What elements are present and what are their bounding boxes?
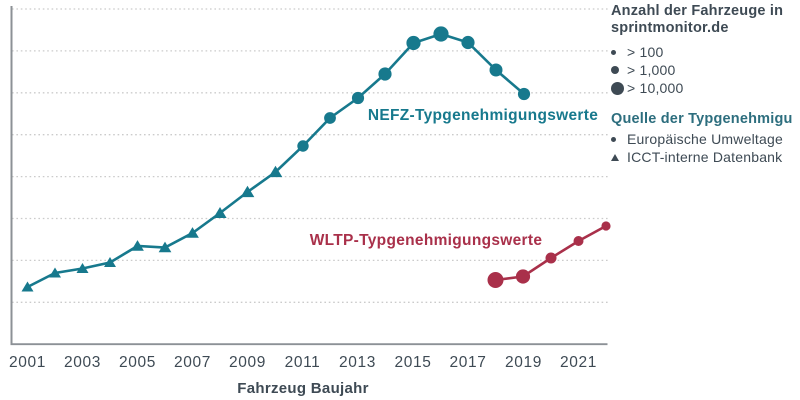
- source-triangle-icon: [611, 153, 619, 161]
- source-legend-item: Europäische Umweltage: [611, 130, 800, 148]
- x-tick-label: 2017: [449, 354, 487, 371]
- x-tick-label: 2013: [339, 354, 376, 371]
- x-tick-label: 2003: [64, 354, 101, 371]
- x-tick-label: 2021: [560, 354, 597, 371]
- size-dot-icon: [611, 81, 624, 95]
- source-legend-label: ICCT-interne Datenbank: [627, 149, 783, 165]
- x-tick-label: 2009: [229, 354, 266, 371]
- source-legend-item: ICCT-interne Datenbank: [611, 148, 800, 166]
- source-legend-label: Europäische Umweltage: [627, 131, 783, 147]
- vehicle-count-legend-title-line1: Anzahl der Fahrzeuge in: [611, 3, 784, 19]
- vehicle-count-legend-label: > 10,000: [627, 80, 684, 96]
- x-tick-label: 2015: [394, 354, 432, 371]
- wltp-series-label: WLTP-Typgenehmigungswerte: [309, 232, 543, 249]
- x-tick-label: 2005: [119, 354, 156, 371]
- vehicle-count-legend-label: > 100: [627, 44, 664, 60]
- x-tick-label: 2001: [9, 354, 46, 371]
- vehicle-count-legend-item: > 100: [611, 43, 800, 61]
- x-tick-label: 2011: [284, 354, 321, 371]
- source-legend-title: Quelle der Typgenehmigu: [611, 111, 793, 127]
- vehicle-count-legend-title: Anzahl der Fahrzeuge in sprintmonitor.de: [611, 3, 800, 37]
- vehicle-count-legend-item: > 10,000: [611, 79, 800, 97]
- x-axis-title: Fahrzeug Baujahr: [237, 380, 369, 397]
- size-dot-icon: [611, 49, 616, 55]
- x-tick-label: 2007: [174, 354, 211, 371]
- vehicle-count-legend-title-line2: sprintmonitor.de: [611, 20, 729, 36]
- source-circle-icon: [611, 136, 616, 142]
- source-legend-items: Europäische Umweltage ICCT-interne Datenb…: [611, 130, 800, 166]
- nefz-series-label: NEFZ-Typgenehmigungswerte: [367, 107, 599, 124]
- vehicle-count-legend-item: > 1,000: [611, 61, 800, 79]
- x-tick-label: 2019: [505, 354, 542, 371]
- size-dot-icon: [611, 66, 619, 74]
- vehicle-count-legend-label: > 1,000: [627, 62, 676, 78]
- vehicle-count-legend-items: > 100 > 1,000 > 10,000: [611, 43, 800, 97]
- legend-panel: Anzahl der Fahrzeuge in sprintmonitor.de…: [611, 3, 800, 166]
- line-chart-canvas: [10, 6, 611, 346]
